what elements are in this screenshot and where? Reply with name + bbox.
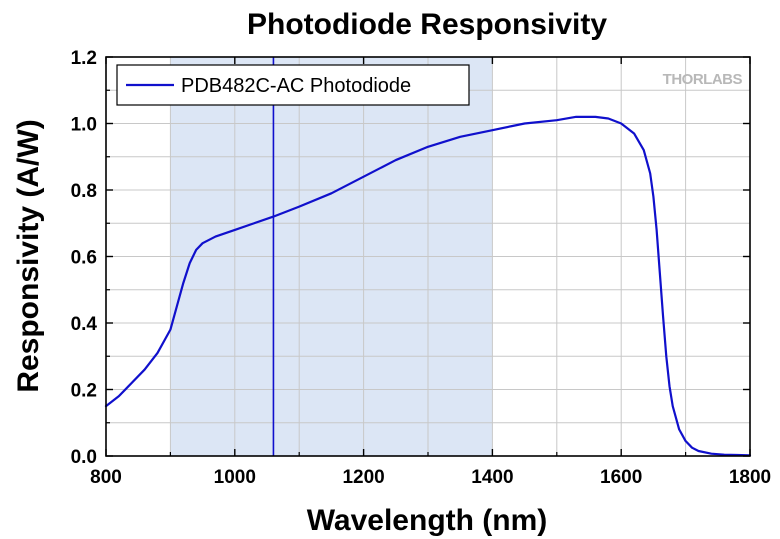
x-tick-label: 1600 [600,467,642,488]
y-tick-label: 0.0 [71,447,97,468]
legend-box [116,64,470,106]
chart-title: Photodiode Responsivity [247,8,607,41]
y-tick-label: 0.4 [71,314,98,335]
series-line [104,115,752,457]
x-tick-label: 1800 [729,467,771,488]
y-tick-label: 1.2 [71,48,97,69]
plot-area: 800 1000 1200 1400 1600 1800 0.0 0.2 0.4 0.6 0.8 1.… [71,48,772,488]
x-axis-label: Wavelength (nm) [307,504,548,537]
y-tick-label: 0.2 [71,381,97,402]
y-tick-label: 0.6 [71,248,97,269]
x-tick-label: 1000 [214,467,256,488]
x-tick-label: 1400 [471,467,513,488]
y-tick-label: 0.8 [71,181,97,202]
x-tick-label: 800 [90,467,122,488]
legend: PDB482C-AC Photodiode [116,64,470,106]
y-axis-label: Responsivity (A/W) [12,119,45,392]
x-tick-label: 1200 [342,467,384,488]
thorlabs-logo: THORLABS [663,71,743,88]
y-tick-label: 1.0 [71,115,97,136]
legend-label: PDB482C-AC Photodiode [181,75,411,97]
